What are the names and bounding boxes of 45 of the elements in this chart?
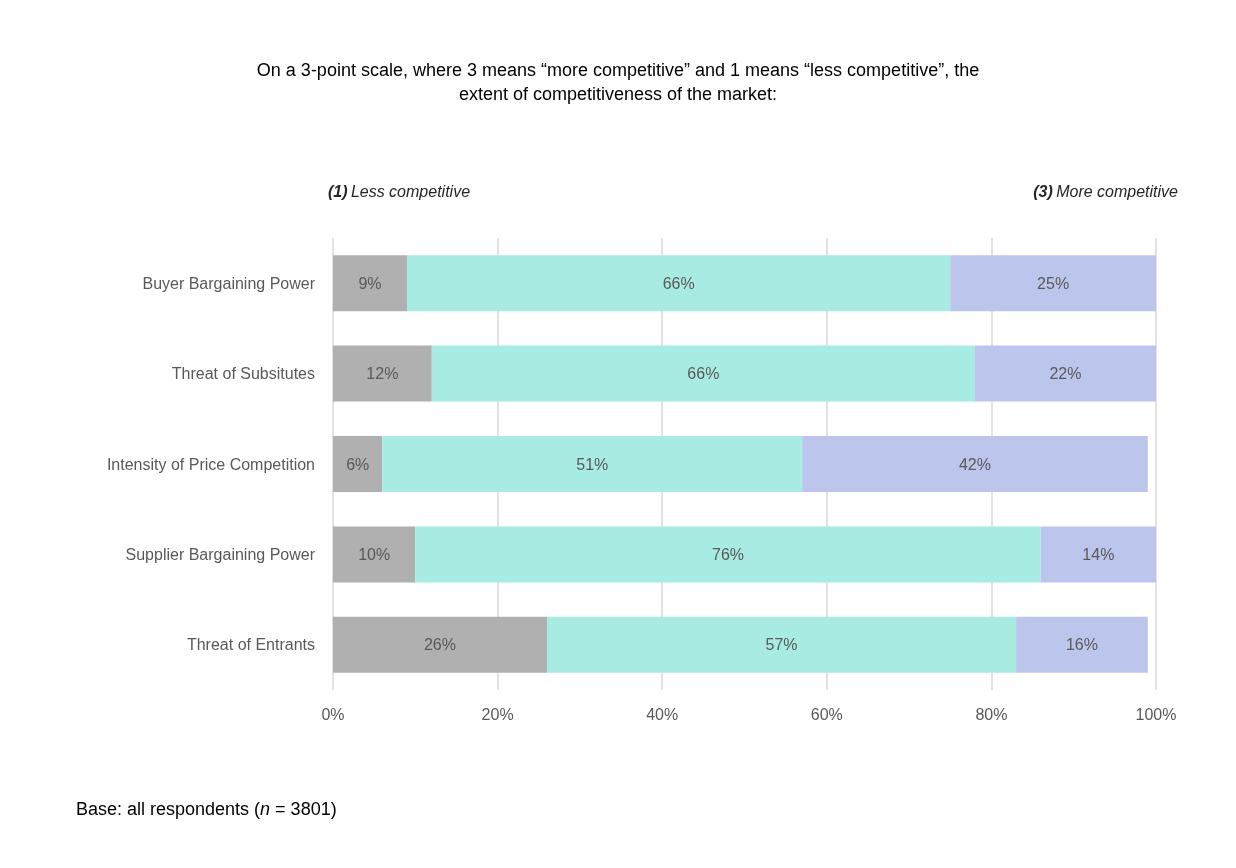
x-tick-label: 80%	[975, 705, 1008, 723]
data-label: 14%	[1082, 545, 1115, 563]
bar	[974, 345, 1156, 402]
chart-title: On a 3-point scale, where 3 means “more competitive” and 1 means “less competitive”, the extent of competitiveness of the market:	[256, 60, 980, 104]
data-label: 66%	[687, 365, 720, 383]
bar	[1040, 526, 1156, 583]
x-tick-label: 0%	[321, 705, 345, 723]
data-label: 25%	[1037, 274, 1070, 292]
bar	[415, 526, 1041, 583]
data-label: 9%	[358, 274, 382, 292]
x-tick-label: 40%	[646, 705, 679, 723]
bar	[333, 345, 432, 402]
x-tick-label: 100%	[1135, 705, 1177, 723]
text: (3) More competitive	[1033, 182, 1179, 200]
data-label: 42%	[958, 455, 991, 473]
y-tick-label: Buyer Bargaining Power	[142, 274, 316, 292]
x-tick-label: 20%	[481, 705, 514, 723]
y-tick-label: Threat of Subsitutes	[171, 365, 315, 383]
data-label: 16%	[1065, 636, 1098, 654]
data-label: 57%	[765, 636, 798, 654]
data-label: 10%	[358, 545, 391, 563]
bar	[950, 255, 1156, 312]
data-label: 22%	[1049, 365, 1082, 383]
bar	[407, 255, 951, 312]
bar	[333, 435, 383, 493]
bar	[382, 435, 803, 493]
bar	[333, 616, 547, 673]
text: Base: all respondents (n = 3801)	[76, 799, 337, 819]
bar	[333, 526, 416, 583]
data-label: 66%	[662, 274, 695, 292]
y-tick-label: Intensity of Price Competition	[106, 455, 315, 473]
x-tick-label: 60%	[810, 705, 843, 723]
bar	[333, 255, 408, 312]
bar	[1016, 616, 1148, 673]
text: (1) Less competitive	[328, 182, 471, 200]
bar	[802, 435, 1148, 493]
data-label: 76%	[712, 545, 745, 563]
data-label: 6%	[346, 455, 370, 473]
y-tick-label: Supplier Bargaining Power	[125, 545, 316, 563]
data-label: 12%	[366, 365, 399, 383]
data-label: 26%	[423, 636, 457, 654]
y-tick-label: Threat of Entrants	[186, 636, 315, 654]
bar	[546, 616, 1017, 673]
bar	[431, 345, 975, 402]
data-label: 51%	[576, 455, 609, 473]
